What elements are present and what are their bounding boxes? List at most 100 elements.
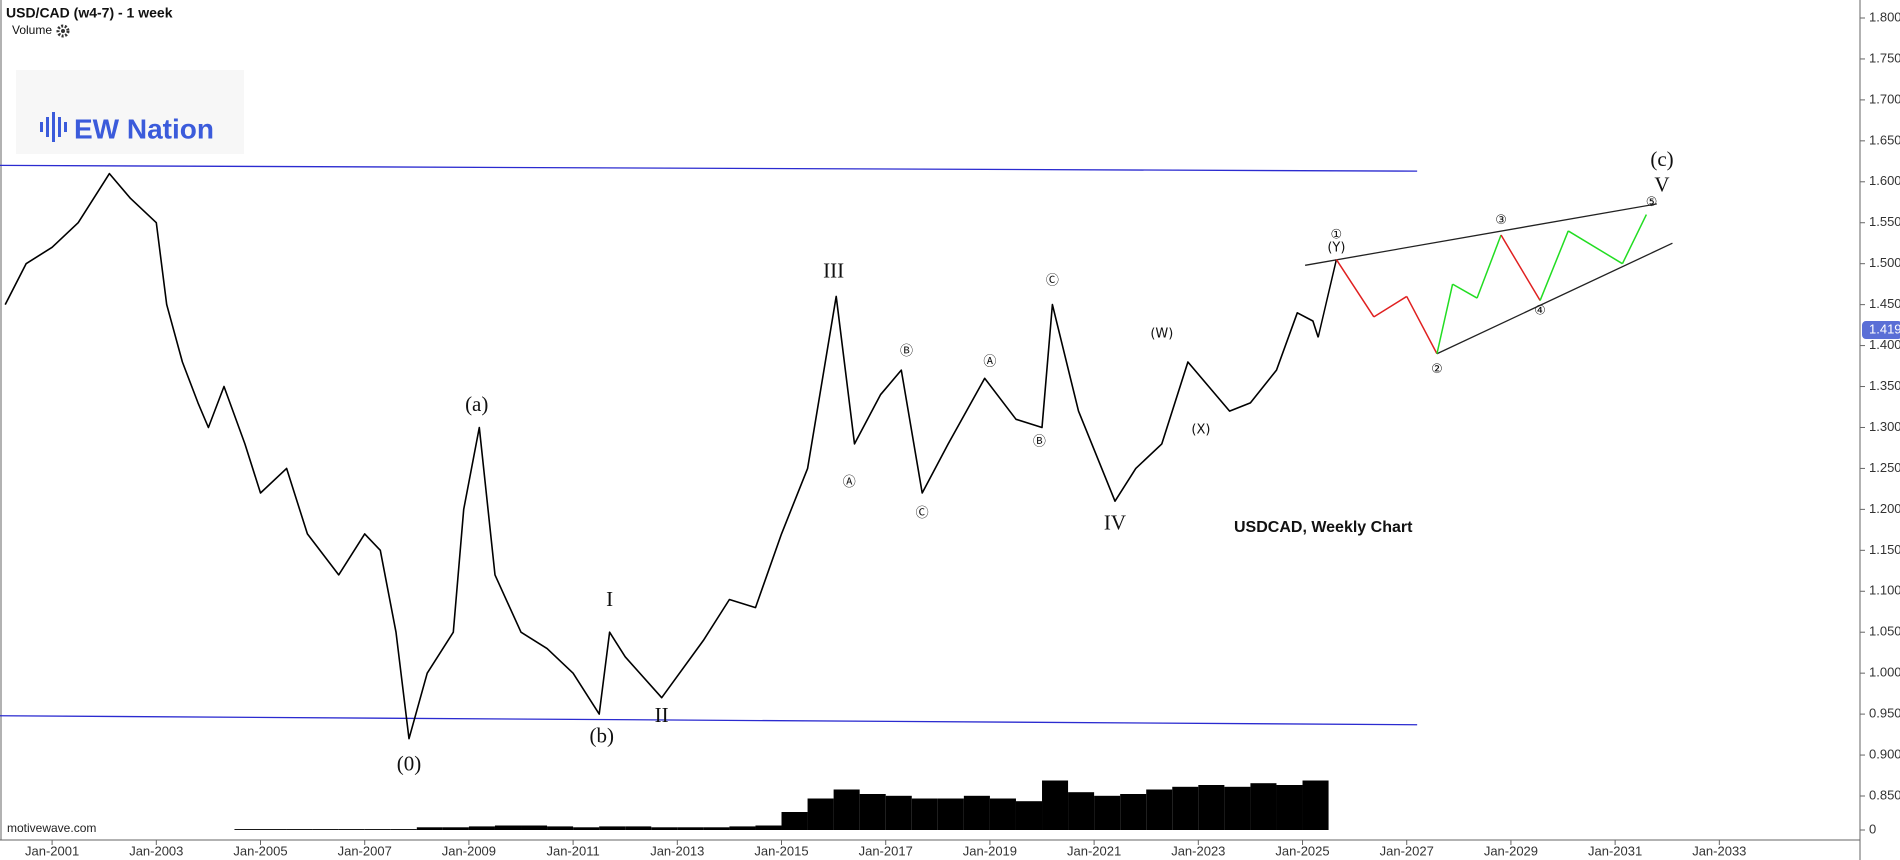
y-tick-label: 1.500	[1869, 255, 1900, 270]
volume-bar	[1224, 786, 1251, 830]
x-tick-label: Jan-2033	[1692, 843, 1746, 858]
chart-title: USD/CAD (w4-7) - 1 week	[6, 5, 173, 21]
volume-bar	[468, 826, 495, 830]
projection-segment	[1476, 234, 1502, 299]
volume-bar	[1250, 783, 1277, 830]
x-tick-label: Jan-2031	[1588, 843, 1642, 858]
volume-bar	[547, 826, 574, 830]
y-tick-label: 1.200	[1869, 501, 1900, 516]
volume-bar	[651, 827, 678, 830]
wave-label: ⑤	[1646, 195, 1658, 210]
projection-segment	[1335, 259, 1375, 318]
x-tick-label: Jan-2011	[546, 843, 599, 858]
y-tick-label: 1.150	[1869, 542, 1900, 557]
volume-bar	[1302, 780, 1329, 830]
logo-icon	[40, 112, 67, 142]
wave-label: Ⓑ	[1033, 435, 1046, 450]
volume-bar	[1146, 789, 1173, 830]
volume-bar	[859, 794, 886, 830]
projection-segment	[1436, 283, 1454, 354]
x-tick-label: Jan-2025	[1275, 843, 1329, 858]
y-tick-label: 1.250	[1869, 460, 1900, 475]
y-tick-label: 1.600	[1869, 173, 1900, 188]
volume-bar	[1172, 786, 1199, 830]
x-tick-label: Jan-2021	[1067, 843, 1121, 858]
wave-label: V	[1654, 173, 1669, 197]
trendline	[0, 715, 1418, 726]
volume-bar	[390, 829, 417, 830]
volume-bar	[234, 829, 261, 830]
projection-segment	[1539, 230, 1569, 301]
wave-label: (c)	[1650, 147, 1673, 171]
y-tick-label: 1.650	[1869, 132, 1900, 147]
volume-bar	[729, 826, 756, 830]
wave-label: (X)	[1191, 422, 1210, 437]
volume-bar	[677, 827, 704, 830]
projection-segment	[1406, 296, 1438, 355]
y-tick-label: 1.000	[1869, 665, 1900, 680]
volume-bar	[494, 825, 522, 830]
volume-bar	[338, 829, 365, 830]
wave-label: (Y)	[1327, 241, 1345, 256]
wave-label: (0)	[397, 752, 422, 776]
volume-bar	[286, 829, 313, 830]
x-tick-label: Jan-2017	[859, 843, 913, 858]
wave-label: Ⓒ	[1046, 273, 1059, 288]
projection-segment	[1500, 234, 1541, 301]
trendline	[1305, 203, 1657, 266]
wave-label: IV	[1104, 511, 1126, 535]
logo-text: EW Nation	[74, 113, 214, 144]
projection-segment	[1567, 230, 1623, 265]
volume-bar	[781, 812, 808, 830]
volume-bar	[703, 827, 730, 830]
volume-bar	[937, 798, 964, 830]
volume-bar	[1015, 801, 1043, 830]
volume-bar	[1120, 794, 1147, 830]
volume-bar	[885, 795, 912, 830]
x-tick-label: Jan-2013	[650, 843, 704, 858]
wave-label: (W)	[1150, 327, 1173, 342]
y-tick-label: 1.750	[1869, 50, 1900, 65]
volume-bar	[599, 826, 626, 830]
wave-label: Ⓑ	[900, 344, 913, 359]
volume-bar	[416, 827, 443, 830]
x-tick-label: Jan-2015	[754, 843, 808, 858]
volume-label: Volume	[12, 23, 52, 37]
volume-bar	[1276, 785, 1303, 830]
last-price-label: 1.419	[1869, 321, 1900, 336]
wave-label: III	[823, 259, 844, 283]
y-tick-label: 0.950	[1869, 706, 1900, 721]
volume-bar	[573, 827, 600, 830]
trendline	[1436, 242, 1673, 355]
volume-bar	[364, 829, 391, 830]
volume-bar	[312, 829, 339, 830]
x-tick-label: Jan-2027	[1380, 843, 1434, 858]
settings-icon[interactable]	[56, 24, 70, 38]
x-tick-label: Jan-2003	[129, 843, 183, 858]
wave-label: (b)	[590, 724, 615, 748]
x-tick-label: Jan-2023	[1171, 843, 1225, 858]
projection-segment	[1317, 259, 1338, 338]
y-tick-label: 1.550	[1869, 214, 1900, 229]
wave-label: II	[655, 703, 669, 727]
wave-label: I	[606, 587, 613, 611]
x-tick-label: Jan-2019	[963, 843, 1017, 858]
y-tick-label: 1.700	[1869, 91, 1900, 106]
volume-bar	[625, 826, 652, 830]
y-tick-label: 0.900	[1869, 746, 1900, 761]
wave-label: Ⓐ	[843, 475, 856, 490]
x-tick-label: Jan-2029	[1484, 843, 1538, 858]
x-tick-label: Jan-2005	[233, 843, 287, 858]
projection-segment	[1452, 283, 1478, 299]
wave-label: ④	[1534, 304, 1546, 319]
y-tick-label: 1.400	[1869, 337, 1900, 352]
volume-bar	[260, 829, 287, 830]
volume-bar	[989, 798, 1016, 830]
wave-label: ①	[1331, 228, 1343, 243]
projection-segment	[1621, 214, 1648, 265]
y-tick-label: 1.050	[1869, 624, 1900, 639]
volume-bar	[963, 795, 990, 830]
x-tick-label: Jan-2009	[442, 843, 496, 858]
y-tick-label: 0.850	[1869, 787, 1900, 802]
